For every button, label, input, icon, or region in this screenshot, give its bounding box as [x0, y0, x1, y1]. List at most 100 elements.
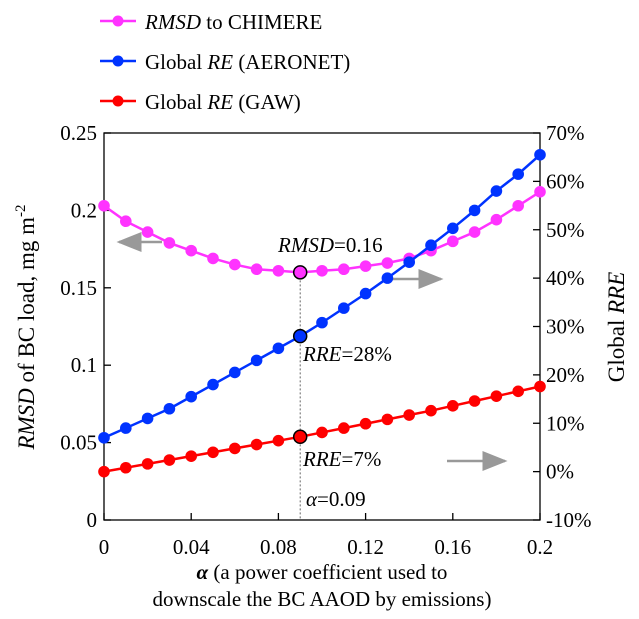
series-aeronet-point [185, 390, 197, 403]
series-aeronet-point [468, 204, 481, 217]
series-aeronet-point [338, 302, 350, 314]
series-aeronet-point [490, 185, 503, 197]
x-axis-ticks: 0 0.04 0.08 0.12 0.16 0.2 [99, 513, 553, 559]
series-gaw-point [359, 417, 372, 430]
series-aeronet-point [447, 222, 459, 235]
series-aeronet-point [316, 316, 328, 329]
x-axis-label-line1: α (a power coefficient used to [197, 560, 448, 584]
series-gaw-point [98, 465, 110, 478]
y-left-tick-label: 0.2 [71, 198, 97, 222]
series-aeronet-point [98, 431, 110, 444]
x-tick-label: 0.16 [434, 535, 471, 559]
y-right-tick-label: 40% [546, 266, 585, 290]
series-rmsd-point [163, 237, 176, 249]
series-gaw-point [185, 450, 197, 462]
series-rmsd-highlight [292, 265, 308, 280]
y-right-label-plain: Global [604, 314, 629, 382]
y-right-tick-label: 10% [546, 411, 585, 435]
x-tick-label: 0.2 [527, 535, 553, 559]
series-gaw-point [512, 385, 524, 398]
legend: RMSD to CHIMERE Global RE (AERONET) Glob… [100, 10, 350, 114]
y-left-axis-ticks: 0 0.05 0.1 0.15 0.2 0.25 [60, 121, 111, 532]
series-rmsd-point [534, 186, 546, 198]
series-aeronet-point [512, 168, 524, 180]
x-axis-label-alpha: α [197, 560, 209, 584]
annotation-rre7: RRE=7% [302, 447, 381, 471]
series-rmsd [98, 186, 546, 279]
series-aeronet-point [141, 412, 154, 425]
annotation-rre7-rest: =7% [341, 447, 381, 471]
y-left-tick-label: 0.25 [60, 121, 97, 145]
annotation-rre7-italic: RRE [302, 447, 342, 471]
series-aeronet-point [272, 342, 285, 355]
annotation-rmsd-italic: RMSD [277, 233, 334, 257]
series-aeronet-highlight [292, 328, 308, 344]
series-rmsd-point [490, 213, 503, 226]
annotation-alpha-rest: =0.09 [317, 487, 366, 511]
series-gaw-point [425, 404, 437, 417]
legend-gaw-plain: Global [145, 90, 207, 114]
series-rmsd-point [338, 263, 350, 276]
x-axis-label-line2: downscale the BC AAOD by emissions) [153, 587, 492, 611]
annotation-rre28: RRE=28% [302, 342, 392, 366]
series-rmsd-point [120, 215, 132, 228]
x-tick-label: 0.08 [260, 535, 297, 559]
series-aeronet-point [120, 422, 132, 434]
annotation-rmsd: RMSD=0.16 [277, 233, 383, 257]
annotation-rre28-italic: RRE [302, 342, 342, 366]
legend-rmsd-rest: to CHIMERE [201, 10, 322, 34]
series-aeronet-point [381, 272, 394, 284]
y-left-tick-label: 0.1 [71, 353, 97, 377]
legend-gaw-italic: RE [206, 90, 233, 114]
x-tick-label: 0 [99, 535, 110, 559]
series-rmsd-point [512, 199, 524, 212]
series-gaw-point [403, 409, 416, 421]
y-right-tick-label: 0% [546, 460, 574, 484]
y-right-tick-label: -10% [546, 508, 592, 532]
series-aeronet-point [229, 366, 241, 379]
series-gaw-point [447, 400, 459, 412]
y-right-tick-label: 20% [546, 363, 585, 387]
y-left-label-rest: of BC load, mg m [14, 217, 39, 388]
legend-entry-aeronet: Global RE (AERONET) [100, 50, 350, 74]
series-rmsd-point [207, 252, 219, 265]
legend-entry-rmsd: RMSD to CHIMERE [100, 10, 322, 34]
svg-text:RMSD to CHIMERE: RMSD to CHIMERE [144, 10, 322, 34]
series-gaw-point [316, 426, 328, 439]
series-aeronet-point [359, 287, 372, 300]
y-left-tick-label: 0.05 [60, 431, 97, 455]
series-aeronet-point [534, 148, 546, 161]
series-rmsd-point [359, 260, 372, 272]
series-aeronet-point [207, 378, 219, 391]
legend-aeronet-rest: (AERONET) [233, 50, 350, 74]
series-gaw-point [468, 395, 481, 407]
series-aeronet [98, 148, 546, 444]
series-gaw-point [141, 458, 154, 470]
series-rmsd-point [250, 263, 263, 276]
series-gaw-point [207, 446, 219, 459]
svg-text:Global RE (AERONET): Global RE (AERONET) [145, 50, 350, 74]
legend-aeronet-italic: RE [206, 50, 233, 74]
series-rmsd-point [447, 235, 459, 248]
series-gaw-point [229, 442, 241, 455]
series-rmsd-point [381, 257, 394, 269]
y-right-axis-ticks: -10% 0% 10% 20% 30% 40% 50% 60% 70% [533, 121, 592, 532]
y-right-tick-label: 70% [546, 121, 585, 145]
series-aeronet-point [403, 256, 416, 268]
legend-gaw-rest: (GAW) [233, 90, 301, 114]
y-left-tick-label: 0.15 [60, 276, 97, 300]
series-gaw-point [381, 413, 394, 426]
legend-aeronet-plain: Global [145, 50, 207, 74]
series-gaw-point [272, 434, 285, 447]
legend-entry-gaw: Global RE (GAW) [100, 90, 301, 114]
y-left-label-italic: RMSD [14, 388, 39, 451]
series-rmsd-point [316, 264, 328, 277]
x-axis-label-line1-rest: (a power coefficient used to [208, 560, 447, 584]
series-aeronet-point [163, 402, 176, 415]
series-rmsd-point [98, 199, 110, 212]
y-right-label-italic: RRE [604, 272, 629, 315]
series-gaw-point [338, 422, 350, 434]
annotation-alpha-italic: α [306, 487, 318, 511]
series-aeronet-point [425, 239, 437, 252]
